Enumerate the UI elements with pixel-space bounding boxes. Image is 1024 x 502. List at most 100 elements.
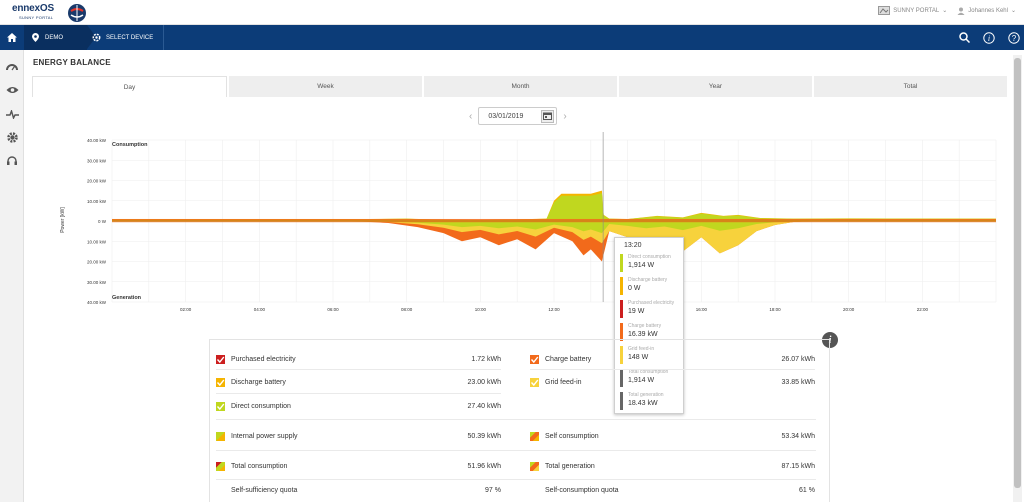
summary-row-total-consumption: Total consumption 51.96 kWh (216, 456, 501, 476)
summary-row-self-consumption: Self consumption 53.34 kWh (530, 426, 815, 446)
tooltip-value: 1,914 W (628, 262, 655, 269)
tooltip-label: Total consumption (628, 369, 669, 375)
tooltip-row: Charge battery 16.39 kW (620, 322, 678, 345)
tooltip-color-bar (620, 323, 623, 341)
y-tick-label: 30.00 kW (87, 158, 107, 163)
self-consumption-swatch-icon (530, 431, 539, 441)
x-tick-label: 18:00 (769, 307, 781, 312)
breadcrumb-device[interactable]: SELECT DEVICE (92, 25, 165, 50)
x-tick-label: 12:00 (548, 307, 560, 312)
checkbox-feedin[interactable] (530, 377, 539, 387)
info-button[interactable]: i (822, 332, 838, 348)
page-scrollbar[interactable] (1013, 55, 1022, 502)
portal-switch-label: SUNNY PORTAL (893, 7, 940, 14)
svg-text:i: i (988, 34, 990, 43)
divider (216, 393, 501, 394)
home-icon (7, 33, 17, 42)
checkbox-direct[interactable] (216, 401, 225, 411)
y-axis-ticks: 40.00 kW 30.00 kW 20.00 kW 10.00 kW 0 W 10.00… (87, 138, 107, 305)
pulse-analysis-icon[interactable] (5, 107, 19, 121)
navigation-bar: DEMO SELECT DEVICE i ? (0, 25, 1024, 50)
period-tabs: Day Week Month Year Total (32, 76, 1007, 97)
summary-value: 26.07 kWh (781, 355, 815, 363)
tooltip-row: Purchased electricity 19 W (620, 299, 678, 322)
tab-week[interactable]: Week (229, 76, 422, 97)
consumption-label: Consumption (112, 142, 148, 148)
tooltip-color-bar (620, 392, 623, 410)
portal-icon (878, 6, 891, 15)
eye-monitoring-icon[interactable] (5, 83, 19, 97)
chart-tooltip: 13:20 Direct consumption 1,914 W Discharge… (614, 237, 684, 414)
portal-switch[interactable]: SUNNY PORTAL ⌄ (878, 6, 947, 15)
tooltip-color-bar (620, 254, 623, 272)
tab-year[interactable]: Year (619, 76, 812, 97)
y-tick-label: 30.00 kW (87, 280, 107, 285)
date-navigator: ‹ 03/01/2019 › (469, 107, 567, 125)
checkbox-discharge[interactable] (216, 377, 225, 387)
user-menu[interactable]: Johannes Kehl ⌄ (957, 7, 1016, 15)
gear-config-icon[interactable] (5, 130, 19, 144)
settings-icon (92, 33, 101, 42)
info-icon[interactable]: i (983, 31, 995, 44)
summary-row-feedin: Grid feed-in 33.85 kWh (530, 372, 815, 392)
page-title: ENERGY BALANCE (33, 58, 111, 67)
checkbox-charge[interactable] (530, 354, 539, 364)
summary-row-direct: Direct consumption 27.40 kWh (216, 396, 501, 416)
x-tick-label: 10:00 (475, 307, 487, 312)
summary-row-self-consumption-quota: Self-consumption quota 61 % (545, 480, 815, 500)
tooltip-label: Discharge battery (628, 277, 668, 283)
tooltip-rows: Direct consumption 1,914 W Discharge batte… (620, 253, 678, 414)
generation-area-feedin (112, 221, 996, 254)
ennexos-logo[interactable]: ennexOS SUNNY PORTAL (12, 3, 92, 23)
x-tick-label: 08:00 (401, 307, 413, 312)
tooltip-value: 148 W (628, 354, 649, 361)
chevron-down-icon: ⌄ (942, 8, 948, 14)
help-icon[interactable]: ? (1008, 31, 1020, 44)
svg-text:?: ? (1012, 34, 1017, 43)
y-tick-label: 40.00 kW (87, 300, 107, 305)
x-tick-label: 20:00 (843, 307, 855, 312)
dashboard-gauge-icon[interactable] (5, 60, 19, 74)
summary-value: 87.15 kWh (781, 462, 815, 470)
x-tick-label: 04:00 (254, 307, 266, 312)
breadcrumb-plant-label: DEMO (45, 34, 63, 41)
home-button[interactable] (0, 25, 24, 50)
summary-label: Discharge battery (231, 378, 286, 386)
summary-label: Charge battery (545, 355, 592, 363)
calendar-icon[interactable] (541, 109, 555, 123)
tooltip-row: Total consumption 1,914 W (620, 368, 678, 391)
scrollbar-thumb[interactable] (1014, 58, 1021, 488)
divider (216, 450, 816, 451)
breadcrumb-plant[interactable]: DEMO (24, 25, 96, 50)
next-day-button[interactable]: › (563, 110, 567, 122)
summary-row-self-sufficiency: Self-sufficiency quota 97 % (231, 480, 501, 500)
date-picker[interactable]: 03/01/2019 (478, 107, 558, 125)
y-tick-label: 20.00 kW (87, 179, 107, 184)
previous-day-button[interactable]: ‹ (469, 110, 473, 122)
y-axis-label: Power [kW] (60, 207, 66, 233)
tab-day[interactable]: Day (32, 76, 227, 97)
tab-total[interactable]: Total (814, 76, 1007, 97)
summary-row-discharge: Discharge battery 23.00 kWh (216, 372, 501, 392)
tooltip-value: 1,914 W (628, 377, 655, 384)
energy-summary-table: Purchased electricity 1.72 kWh Discharge… (209, 339, 830, 502)
globe-logo-icon (68, 4, 86, 22)
y-tick-label: 20.00 kW (87, 260, 107, 265)
summary-row-purchased: Purchased electricity 1.72 kWh (216, 349, 501, 369)
logo-brand: ennexOS (12, 3, 54, 14)
checkbox-purchased[interactable] (216, 354, 225, 364)
tab-month[interactable]: Month (424, 76, 617, 97)
summary-value: 53.34 kWh (781, 432, 815, 440)
tooltip-color-bar (620, 369, 623, 387)
top-bar: ennexOS SUNNY PORTAL SUNNY PORTAL ⌄ Joha… (0, 0, 1024, 25)
tooltip-label: Charge battery (628, 323, 662, 329)
headset-service-icon[interactable] (5, 154, 19, 168)
left-sidebar (0, 50, 24, 502)
date-value: 03/01/2019 (488, 112, 524, 120)
base-load-band (112, 218, 996, 223)
tooltip-value: 0 W (628, 285, 641, 292)
x-axis-ticks: 02:0004:0006:0008:0010:0012:0014:0016:00… (180, 307, 928, 312)
summary-value: 27.40 kWh (467, 402, 501, 410)
search-icon[interactable] (959, 32, 970, 43)
summary-label: Total generation (545, 462, 595, 470)
